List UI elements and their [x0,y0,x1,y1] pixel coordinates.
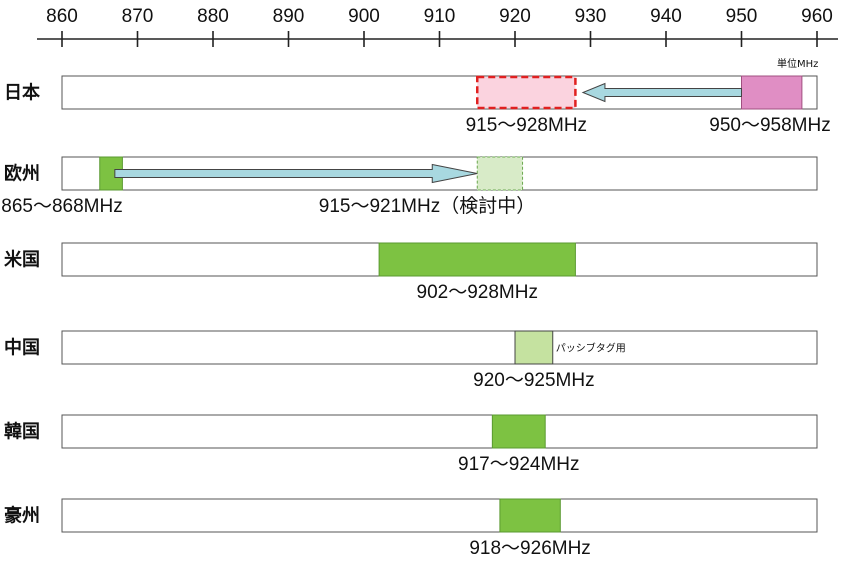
region-rows: 日本 915～928MHz 950～958MHz 欧州 865～868MHz 915～92… [1,75,831,559]
frequency-band [476,75,577,110]
band-note: パッシブタグ用 [556,342,626,355]
axis-tick-label: 890 [273,6,305,27]
unit-label: 単位MHz [777,57,818,70]
axis-tick-label: 940 [650,6,682,27]
frequency-band [378,242,576,277]
region-label: 豪州 [4,505,40,527]
axis-tick-label: 950 [726,6,758,27]
region-label: 韓国 [4,421,40,443]
band-range-label: 918～926MHz [469,538,590,559]
band-range-label: 902～928MHz [417,282,538,303]
frequency-band [499,498,561,533]
frequency-band [491,414,546,449]
region-row-box [61,414,818,449]
axis-tick-label: 860 [46,6,78,27]
frequency-band [741,75,803,110]
band-range-label: 917～924MHz [458,454,579,475]
region-row: 日本 915～928MHz 950～958MHz [4,75,831,136]
band-range-label: 915～921MHz（検討中） [319,195,535,217]
region-label: 中国 [4,337,40,359]
axis-tick-label: 910 [424,6,456,27]
band-range-label: 915～928MHz [466,115,587,136]
migration-arrow [581,82,742,103]
frequency-band [476,156,524,191]
axis-tick-label: 900 [348,6,380,27]
region-row: 欧州 865～868MHz 915～921MHz（検討中） [1,156,818,217]
frequency-band [514,330,554,365]
region-row-box [61,498,818,533]
region-row-box [61,330,818,365]
axis-tick-label: 920 [499,6,531,27]
region-label: 米国 [4,249,40,271]
region-row: 韓国 917～924MHz [4,414,818,475]
axis-tick-label: 870 [122,6,154,27]
band-range-label: 950～958MHz [709,115,830,136]
region-row: 豪州 918～926MHz [4,498,818,559]
band-range-label: 920～925MHz [473,370,594,391]
region-label: 欧州 [4,163,40,185]
axis-tick-label: 960 [801,6,833,27]
region-row: 中国 920～925MHz パッシブタグ用 [4,330,818,391]
axis-tick-label: 880 [197,6,229,27]
axis-ticks: 860 870 880 890 900 910 920 930 940 950 960 [46,6,833,47]
band-range-label: 865～868MHz [1,196,122,217]
migration-arrow [114,163,478,184]
axis-tick-label: 930 [575,6,607,27]
region-label: 日本 [4,82,40,104]
region-row: 米国 902～928MHz [4,242,818,303]
